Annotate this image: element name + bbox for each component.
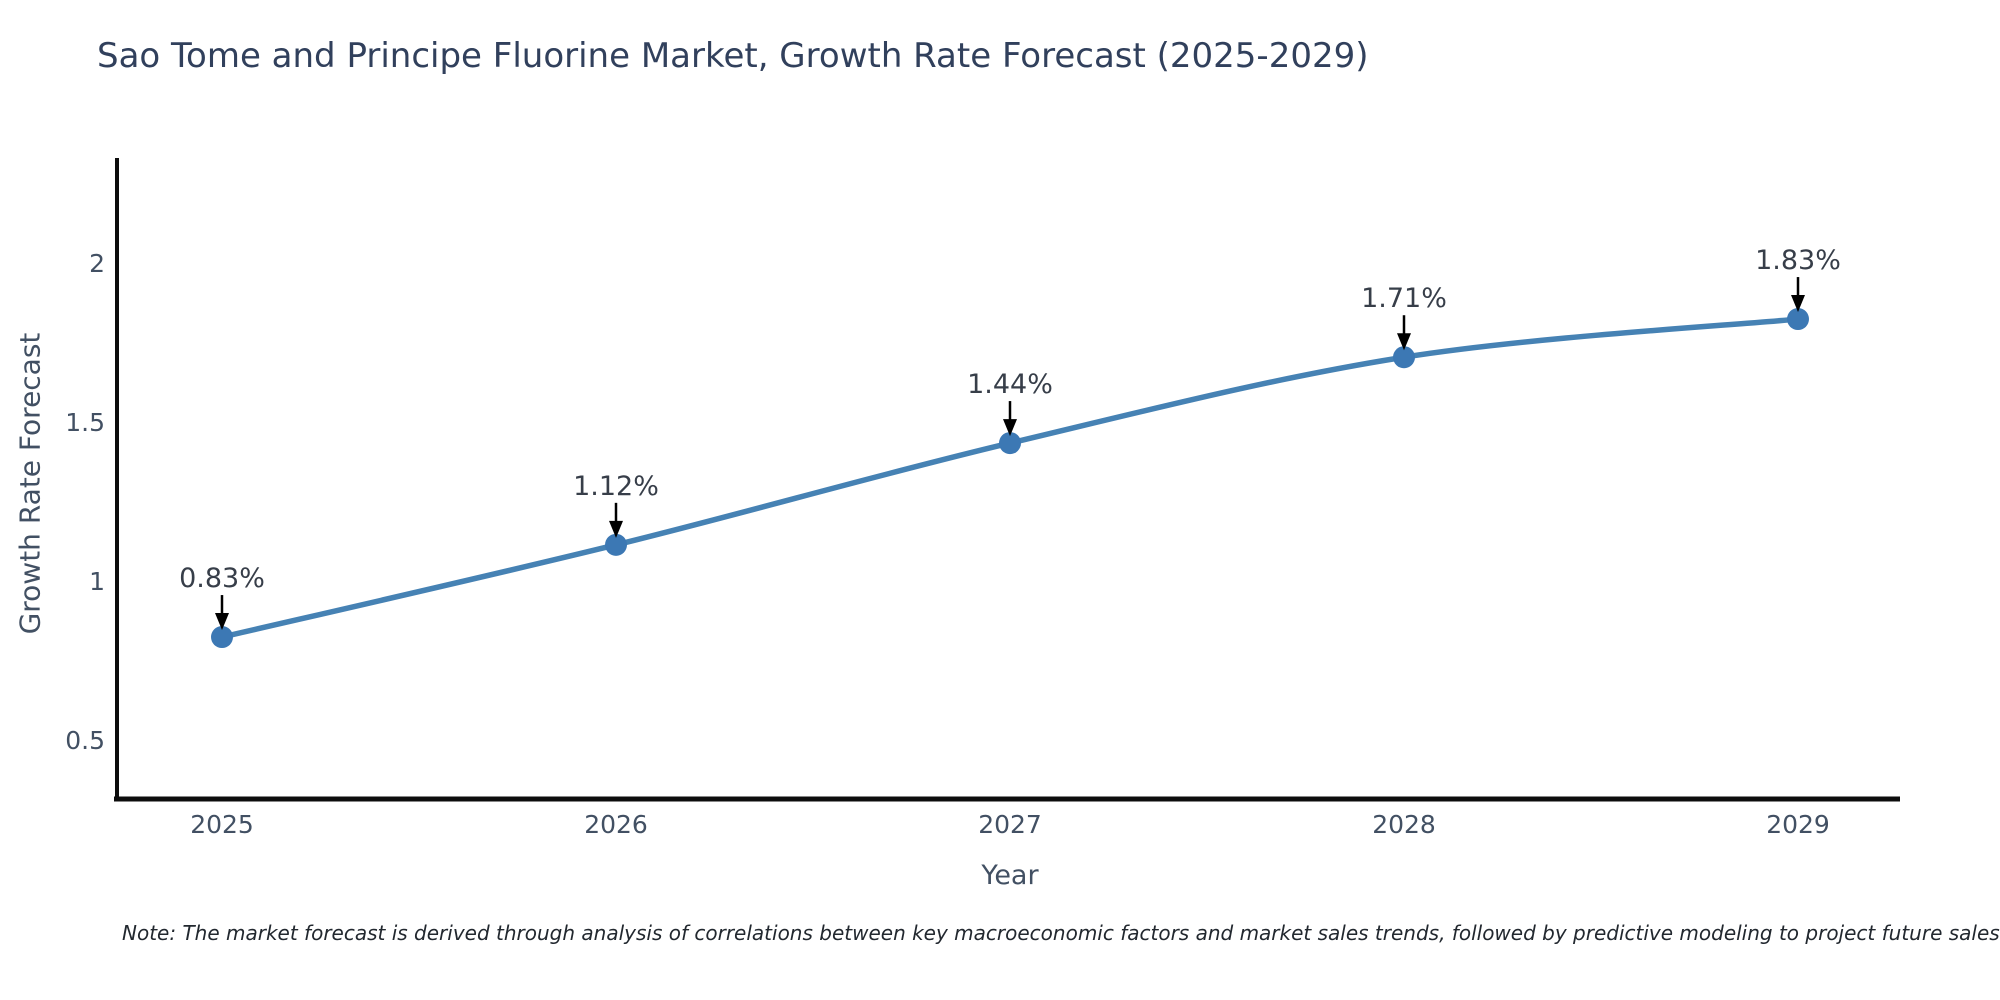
x-tick-label: 2028 — [1372, 810, 1436, 839]
x-tick-label: 2025 — [190, 810, 254, 839]
x-tick-label: 2026 — [584, 810, 648, 839]
annotation-arrowhead — [1397, 333, 1411, 351]
y-tick-label: 2 — [89, 249, 105, 278]
data-point-label: 1.71% — [1361, 283, 1447, 315]
chart-title: Sao Tome and Principe Fluorine Market, G… — [97, 36, 1369, 76]
annotation-arrowhead — [1003, 419, 1017, 437]
y-tick-label: 1 — [89, 567, 105, 596]
x-axis-title: Year — [981, 860, 1039, 891]
data-point-marker — [211, 626, 233, 649]
data-point-marker — [1393, 346, 1415, 369]
y-tick-label: 0.5 — [65, 726, 105, 755]
data-point-marker — [999, 432, 1021, 455]
data-point-label: 1.44% — [967, 369, 1053, 401]
data-point-label: 1.83% — [1755, 245, 1841, 277]
data-point-marker — [1787, 308, 1809, 331]
footnote: Note: The market forecast is derived thr… — [122, 921, 2000, 945]
trend-line — [219, 316, 1801, 640]
y-tick-label: 1.5 — [65, 408, 105, 437]
x-tick-label: 2029 — [1766, 810, 1830, 839]
annotation-arrowhead — [609, 520, 623, 538]
x-tick-label: 2027 — [978, 810, 1042, 839]
annotation-arrowhead — [215, 613, 229, 631]
data-point-label: 1.12% — [573, 470, 659, 502]
annotation-arrowhead — [1791, 295, 1805, 313]
data-point-marker — [605, 533, 627, 556]
data-point-label: 0.83% — [179, 563, 265, 595]
